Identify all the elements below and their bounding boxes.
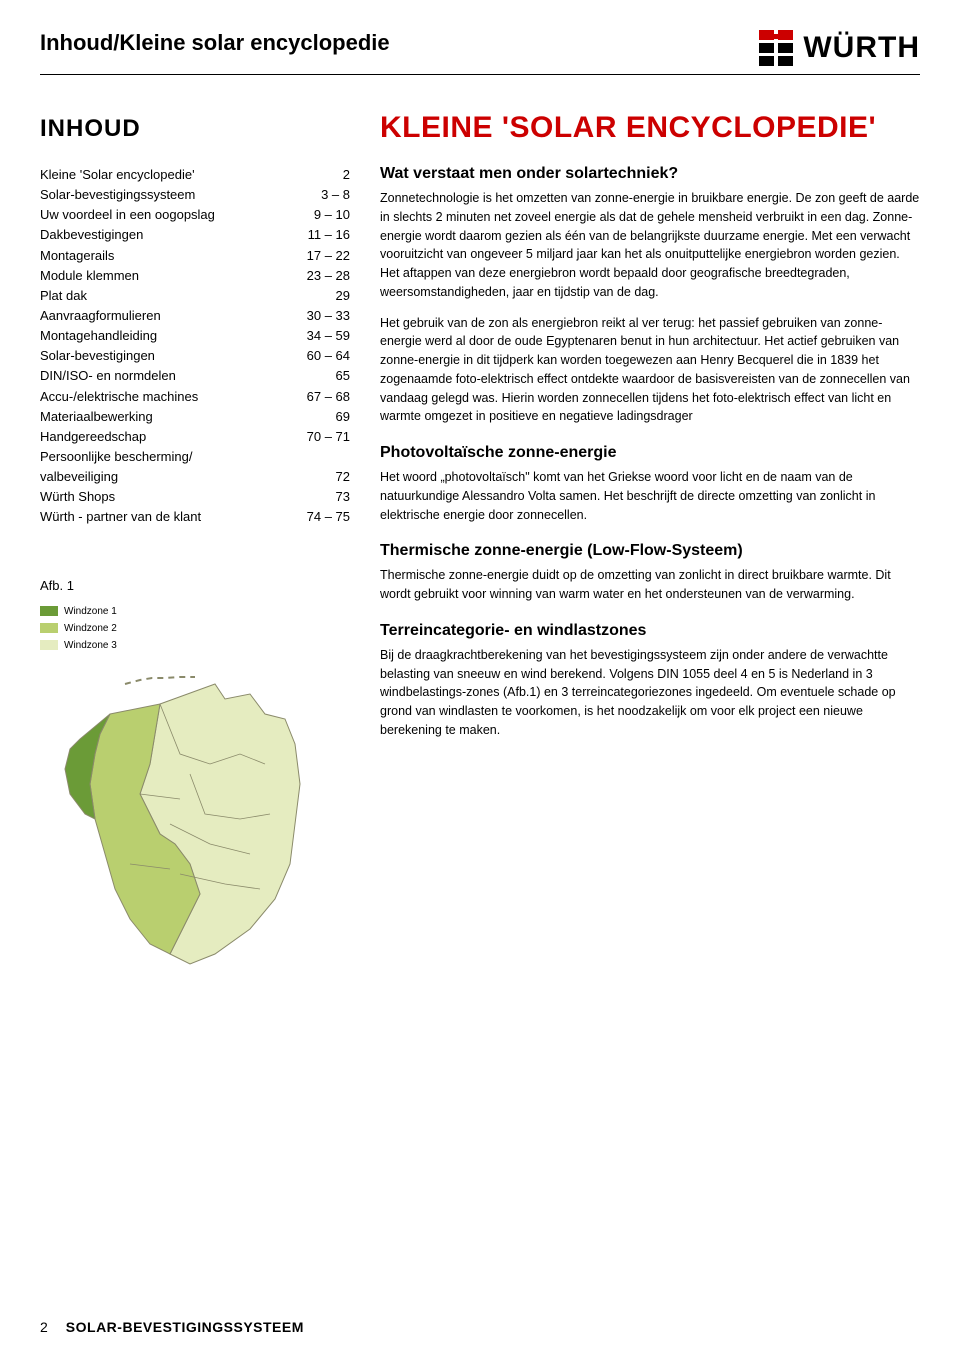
section-heading: Terreincategorie- en windlastzones	[380, 622, 920, 640]
toc-page: 29	[326, 286, 350, 306]
toc-row: valbeveiliging72	[40, 467, 350, 487]
legend-label: Windzone 1	[64, 603, 117, 620]
footer-label: SOLAR-BEVESTIGINGSSYSTEEM	[66, 1319, 304, 1335]
section-paragraph: Thermische zonne-energie duidt op de omz…	[380, 566, 920, 604]
wurth-logo-mark	[759, 30, 797, 66]
legend-swatch	[40, 640, 58, 650]
toc-label: Dakbevestigingen	[40, 225, 298, 245]
legend-swatch	[40, 606, 58, 616]
toc-label: Montagehandleiding	[40, 326, 297, 346]
section-paragraph: Het gebruik van de zon als energiebron r…	[380, 314, 920, 427]
toc-page: 30 – 33	[297, 306, 350, 326]
left-column: INHOUD Kleine 'Solar encyclopedie'2Solar…	[40, 115, 350, 974]
table-of-contents: Kleine 'Solar encyclopedie'2Solar-bevest…	[40, 165, 350, 528]
section-paragraph: Zonnetechnologie is het omzetten van zon…	[380, 189, 920, 302]
figure-label: Afb. 1	[40, 578, 350, 593]
toc-page: 23 – 28	[297, 266, 350, 286]
toc-label: Aanvraagformulieren	[40, 306, 297, 326]
toc-row: Dakbevestigingen11 – 16	[40, 225, 350, 245]
toc-row: Solar-bevestigingssysteem3 – 8	[40, 185, 350, 205]
toc-page: 34 – 59	[297, 326, 350, 346]
legend-row: Windzone 2	[40, 620, 350, 637]
toc-page: 9 – 10	[304, 205, 350, 225]
section-heading: Photovoltaïsche zonne-energie	[380, 444, 920, 462]
toc-page: 73	[326, 487, 350, 507]
article-body: Wat verstaat men onder solartechniek? Zon…	[380, 165, 920, 740]
main-title: KLEINE 'SOLAR ENCYCLOPEDIE'	[380, 111, 920, 145]
legend-row: Windzone 1	[40, 603, 350, 620]
section-heading: Thermische zonne-energie (Low-Flow-Syste…	[380, 542, 920, 560]
toc-page: 70 – 71	[297, 427, 350, 447]
toc-page	[340, 447, 350, 467]
netherlands-map	[40, 644, 320, 974]
toc-row: Aanvraagformulieren30 – 33	[40, 306, 350, 326]
toc-label: valbeveiliging	[40, 467, 326, 487]
toc-label: Kleine 'Solar encyclopedie'	[40, 165, 333, 185]
toc-label: Solar-bevestigingen	[40, 346, 297, 366]
toc-label: Module klemmen	[40, 266, 297, 286]
toc-label: Würth - partner van de klant	[40, 507, 297, 527]
section-heading: Wat verstaat men onder solartechniek?	[380, 165, 920, 183]
toc-page: 17 – 22	[297, 246, 350, 266]
wurth-logo-text: WÜRTH	[803, 31, 920, 65]
toc-row: Uw voordeel in een oogopslag9 – 10	[40, 205, 350, 225]
toc-row: Montagerails17 – 22	[40, 246, 350, 266]
page-header: Inhoud/Kleine solar encyclopedie WÜRTH	[40, 30, 920, 75]
toc-row: Plat dak29	[40, 286, 350, 306]
toc-row: Module klemmen23 – 28	[40, 266, 350, 286]
toc-row: Materiaalbewerking69	[40, 407, 350, 427]
toc-row: Handgereedschap70 – 71	[40, 427, 350, 447]
toc-page: 3 – 8	[311, 185, 350, 205]
toc-page: 69	[326, 407, 350, 427]
toc-label: Würth Shops	[40, 487, 326, 507]
toc-page: 65	[326, 366, 350, 386]
wurth-logo: WÜRTH	[759, 30, 920, 66]
toc-row: DIN/ISO- en normdelen65	[40, 366, 350, 386]
toc-row: Montagehandleiding34 – 59	[40, 326, 350, 346]
toc-heading: INHOUD	[40, 115, 350, 143]
toc-page: 60 – 64	[297, 346, 350, 366]
toc-page: 72	[326, 467, 350, 487]
legend-label: Windzone 3	[64, 637, 117, 654]
toc-row: Würth Shops73	[40, 487, 350, 507]
toc-row: Persoonlijke bescherming/	[40, 447, 350, 467]
toc-label: Materiaalbewerking	[40, 407, 326, 427]
page-footer: 2 SOLAR-BEVESTIGINGSSYSTEEM	[40, 1319, 304, 1335]
footer-page-number: 2	[40, 1319, 48, 1335]
toc-row: Würth - partner van de klant74 – 75	[40, 507, 350, 527]
toc-row: Solar-bevestigingen60 – 64	[40, 346, 350, 366]
section-paragraph: Het woord „photovoltaïsch" komt van het …	[380, 468, 920, 524]
toc-label: Montagerails	[40, 246, 297, 266]
toc-page: 67 – 68	[297, 387, 350, 407]
toc-label: Handgereedschap	[40, 427, 297, 447]
toc-label: Solar-bevestigingssysteem	[40, 185, 311, 205]
toc-label: Uw voordeel in een oogopslag	[40, 205, 304, 225]
toc-label: Persoonlijke bescherming/	[40, 447, 340, 467]
header-title: Inhoud/Kleine solar encyclopedie	[40, 30, 390, 56]
legend-label: Windzone 2	[64, 620, 117, 637]
toc-row: Kleine 'Solar encyclopedie'2	[40, 165, 350, 185]
toc-page: 2	[333, 165, 350, 185]
toc-label: Accu-/elektrische machines	[40, 387, 297, 407]
toc-label: DIN/ISO- en normdelen	[40, 366, 326, 386]
right-column: KLEINE 'SOLAR ENCYCLOPEDIE' Wat verstaat…	[380, 115, 920, 974]
toc-page: 74 – 75	[297, 507, 350, 527]
toc-row: Accu-/elektrische machines67 – 68	[40, 387, 350, 407]
section-paragraph: Bij de draagkrachtberekening van het bev…	[380, 646, 920, 740]
toc-label: Plat dak	[40, 286, 326, 306]
legend-swatch	[40, 623, 58, 633]
toc-page: 11 – 16	[298, 225, 350, 245]
